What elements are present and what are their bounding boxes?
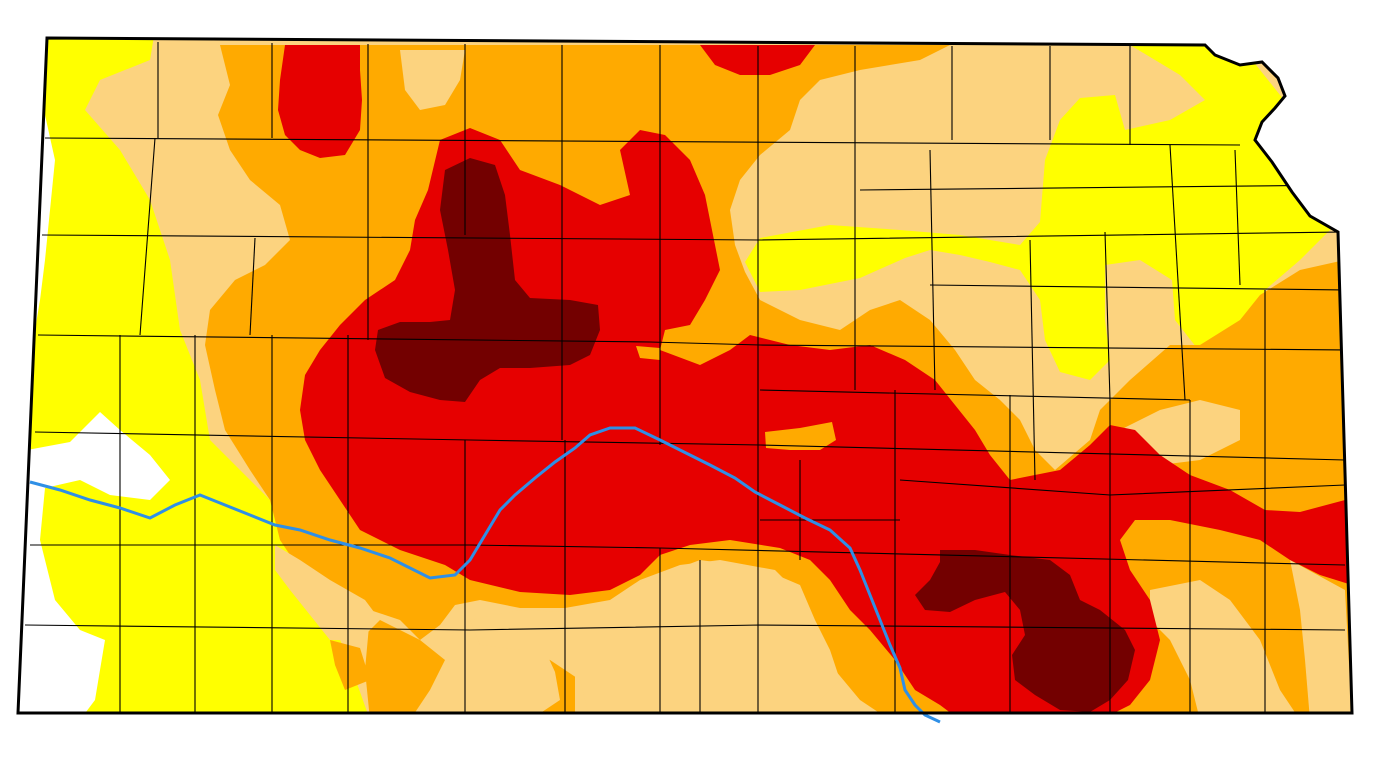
drought-area-d0-west (18, 38, 370, 713)
river-line (29, 426, 941, 724)
drought-area-d1-southcentral (470, 560, 840, 713)
drought-area-d2-island-small (636, 346, 660, 360)
drought-area-d1-north-pocket (400, 50, 465, 110)
drought-area-d1-far-southeast (1290, 560, 1352, 713)
county-line (929, 284, 1346, 291)
county-line (41, 231, 1341, 241)
county-lines (24, 42, 1351, 713)
drought-area-d2-south (365, 615, 445, 713)
county-line (1029, 239, 1036, 481)
drought-area-d2-island (765, 422, 836, 450)
county-line (1104, 231, 1111, 401)
county-line (37, 334, 1346, 351)
drought-area-d1-west-inner (275, 545, 380, 640)
drought-area-d1-southeast-pocket (1150, 580, 1300, 713)
county-line (1234, 149, 1241, 286)
county-line (44, 137, 1241, 146)
drought-area-d2-south-bump (330, 640, 370, 690)
county-line (929, 149, 936, 391)
county-line (34, 431, 1346, 461)
county-line (249, 237, 256, 336)
county-line (759, 389, 1191, 401)
county-line (24, 624, 1346, 631)
county-line (139, 137, 156, 336)
county-line (1169, 144, 1186, 401)
drought-area-d3-northwest (278, 45, 362, 158)
county-line (859, 184, 1351, 191)
drought-area-d0-northeast (745, 45, 1340, 380)
no-drought-area-southwest (18, 412, 170, 713)
drought-area-d4-southeast (915, 550, 1135, 712)
state-border (16, 36, 1354, 715)
